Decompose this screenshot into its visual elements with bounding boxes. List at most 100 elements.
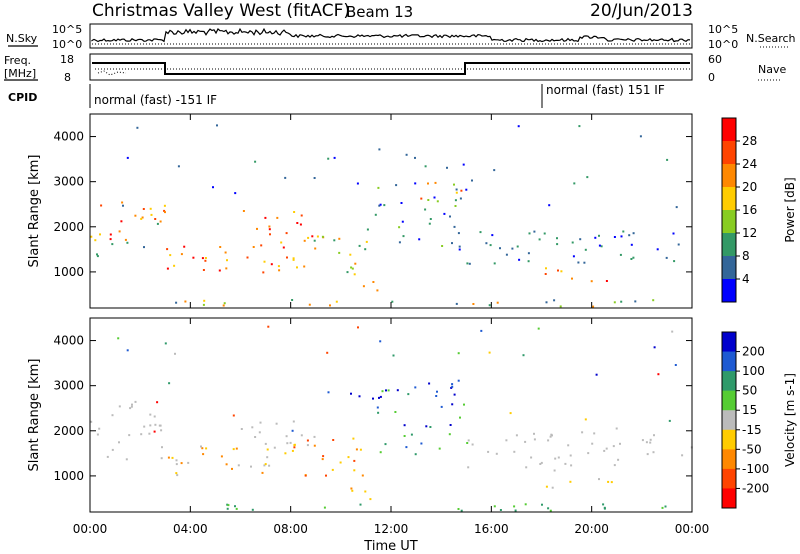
scatter-cell	[90, 235, 93, 238]
scatter-cell	[463, 403, 465, 406]
scatter-cell	[264, 442, 267, 445]
scatter-cell	[140, 433, 143, 436]
scatter-cell	[377, 186, 380, 189]
colorbar-swatch	[722, 187, 736, 211]
scatter-cell	[180, 462, 183, 465]
scatter-cell	[219, 246, 222, 248]
scatter-cell	[394, 411, 397, 413]
scatter-cell	[518, 258, 521, 261]
nsearch-tick-bottom: 10^0	[708, 38, 738, 51]
scatter-cell	[289, 441, 292, 444]
colorbar-tick-label: 24	[742, 157, 757, 171]
nave-label: Nave	[758, 63, 786, 76]
scatter-cell	[224, 251, 227, 254]
scatter-cell	[372, 281, 375, 283]
scatter-cell	[153, 415, 156, 418]
scatter-cell	[440, 405, 443, 408]
scatter-cell	[407, 393, 410, 396]
scatter-cell	[491, 234, 494, 237]
scatter-cell	[553, 299, 556, 302]
scatter-cell	[300, 214, 303, 217]
scatter-cell	[391, 300, 394, 303]
colorbar-tick-label: -50	[742, 442, 762, 456]
scatter-cell	[313, 444, 316, 447]
scatter-cell	[374, 213, 377, 216]
scatter-cell	[414, 182, 417, 185]
scatter-cell	[572, 255, 575, 258]
date-label: 20/Jun/2013	[590, 1, 693, 21]
scatter-cell	[527, 260, 530, 263]
scatter-cell	[583, 261, 586, 264]
colorbar-swatch	[722, 410, 736, 431]
scatter-cell	[672, 232, 675, 235]
scatter-cell	[427, 182, 429, 185]
scatter-cell	[175, 301, 178, 304]
scatter-cell	[353, 469, 356, 472]
scatter-cell	[268, 225, 271, 228]
scatter-cell	[143, 425, 146, 428]
nsky-label: N.Sky	[6, 32, 38, 45]
scatter-cell	[467, 439, 470, 442]
scatter-cell	[130, 405, 133, 408]
scatter-cell	[540, 461, 543, 464]
scatter-cell	[400, 202, 403, 204]
scatter-cell	[372, 397, 374, 400]
colorbar-swatch	[722, 233, 736, 257]
scatter-cell	[418, 238, 421, 241]
scatter-cell	[187, 461, 190, 464]
colorbar-tick-label: 20	[742, 180, 757, 194]
scatter-cell	[544, 273, 547, 275]
scatter-cell	[471, 179, 473, 182]
scatter-cell	[610, 481, 613, 484]
scatter-cell	[671, 330, 674, 333]
scatter-cell	[313, 435, 316, 438]
x-tick-label: 12:00	[374, 522, 409, 536]
scatter-cell	[240, 428, 243, 430]
colorbar-swatch	[722, 449, 736, 470]
colorbar-frame	[721, 331, 737, 509]
x-tick-label: 16:00	[474, 522, 509, 536]
scatter-cell	[664, 505, 667, 508]
scatter-cell	[111, 243, 114, 246]
colorbar-tick-label: 8	[742, 249, 750, 263]
scatter-cell	[291, 449, 294, 452]
scatter-cell	[449, 424, 452, 426]
scatter-cell	[270, 263, 273, 266]
scatter-cell	[161, 446, 163, 449]
scatter-cell	[150, 213, 153, 216]
x-tick-label: 08:00	[273, 522, 308, 536]
colorbar-tick-label: 4	[742, 272, 750, 286]
scatter-cell	[509, 412, 512, 415]
scatter-cell	[234, 505, 236, 508]
scatter-cell	[184, 300, 187, 303]
scatter-cell	[156, 401, 159, 404]
nave-tick-bottom: 0	[708, 71, 715, 84]
scatter-cell	[553, 469, 556, 472]
scatter-cell	[674, 364, 677, 366]
scatter-cell	[496, 301, 499, 304]
scatter-cell	[266, 448, 269, 451]
scatter-cell	[173, 264, 176, 267]
scatter-cell	[351, 489, 354, 492]
scatter-cell	[485, 242, 488, 245]
scatter-cell	[379, 203, 382, 206]
scatter-cell	[656, 248, 659, 251]
scatter-cell	[420, 442, 423, 445]
scatter-cell	[556, 243, 559, 246]
scatter-cell	[303, 239, 306, 242]
scatter-cell	[466, 262, 469, 265]
scatter-cell	[383, 204, 386, 207]
power-panel-frame	[89, 113, 693, 309]
colorbar-tick-label: -200	[742, 481, 769, 495]
scatter-cell	[327, 391, 330, 394]
scatter-cell	[268, 464, 271, 467]
scatter-cell	[533, 230, 536, 233]
freq-label-line2: [MHz]	[4, 67, 36, 80]
scatter-cell	[106, 455, 109, 458]
scatter-cell	[533, 432, 535, 435]
cpid-segment-1: normal (fast) -151 IF	[94, 93, 217, 107]
scatter-cell	[462, 163, 465, 166]
scatter-cell	[291, 429, 294, 432]
scatter-cell	[323, 506, 326, 509]
freq-strip-frame	[89, 53, 693, 81]
